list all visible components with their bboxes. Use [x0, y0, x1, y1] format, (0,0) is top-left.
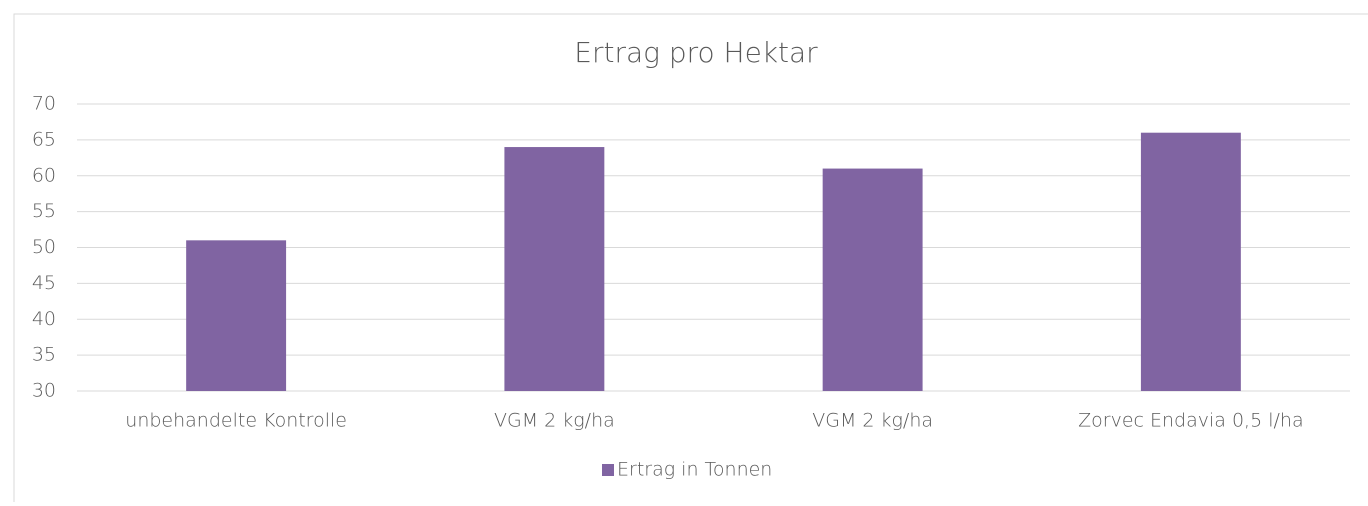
x-tick-label: Zorvec Endavia 0,5 l/ha — [1078, 410, 1303, 432]
x-tick-label: VGM 2 kg/ha — [812, 410, 933, 432]
x-tick-label: VGM 2 kg/ha — [494, 410, 615, 432]
bar — [186, 240, 287, 391]
y-tick-label: 70 — [32, 93, 56, 115]
y-tick-label: 60 — [32, 164, 56, 186]
y-tick-label: 65 — [32, 128, 56, 150]
y-tick-label: 55 — [32, 200, 56, 222]
y-tick-label: 50 — [32, 236, 56, 258]
y-tick-label: 45 — [32, 272, 56, 294]
legend-swatch — [602, 464, 614, 476]
x-tick-label: unbehandelte Kontrolle — [125, 410, 347, 432]
bar — [822, 168, 923, 391]
y-tick-label: 30 — [32, 380, 56, 402]
bar — [1140, 132, 1241, 391]
y-tick-label: 40 — [32, 308, 56, 330]
legend-label: Ertrag in Tonnen — [617, 459, 772, 481]
y-tick-label: 35 — [32, 344, 56, 366]
chart-title: Ertrag pro Hektar — [574, 36, 818, 69]
bar — [504, 147, 605, 391]
